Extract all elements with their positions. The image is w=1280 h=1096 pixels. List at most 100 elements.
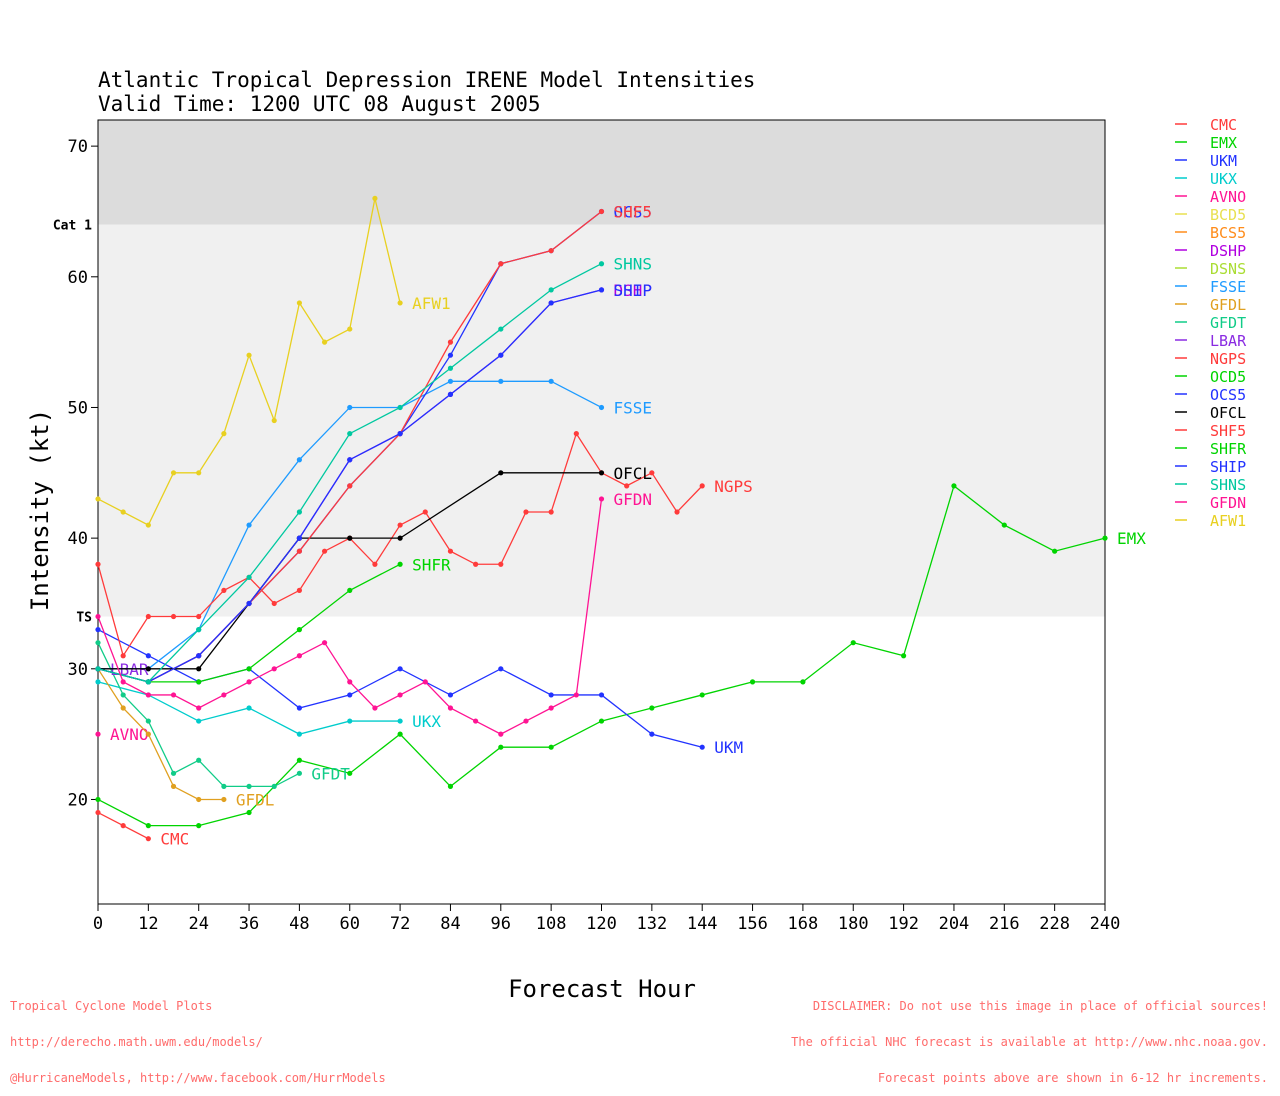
footer-credit-line[interactable]: @HurricaneModels, http://www.facebook.co…: [10, 1071, 386, 1085]
legend-label: CMC: [1210, 116, 1237, 134]
x-tick-label: 84: [440, 914, 460, 934]
data-point: [498, 744, 504, 750]
data-point: [699, 483, 705, 489]
footer-disclaimer-line: The official NHC forecast is available a…: [791, 1035, 1268, 1049]
data-point: [347, 326, 353, 332]
footer-credit-line: Tropical Cyclone Model Plots: [10, 999, 213, 1013]
threshold-label: TS: [76, 611, 92, 626]
legend-label: OCS5: [1210, 386, 1246, 404]
data-point: [170, 470, 177, 476]
data-point: [598, 287, 605, 293]
series-end-label: FSSE: [614, 398, 653, 417]
axes: 0 12 24 36 48 60 72 84 96 108 120 132 144 156 168 180 19…: [68, 119, 1121, 934]
x-tick-label: 132: [636, 914, 667, 934]
x-tick-label: 0: [93, 914, 103, 934]
legend-label: LBAR: [1210, 332, 1247, 350]
legend-label: SHIP: [1210, 458, 1246, 476]
data-point: [120, 692, 126, 698]
x-tick-label: 12: [138, 914, 158, 934]
data-point: [120, 705, 126, 711]
data-point: [699, 692, 705, 698]
data-point: [372, 195, 378, 201]
data-point: [397, 404, 403, 411]
series-end-label: OCS5: [614, 202, 653, 221]
footer-credit-line[interactable]: http://derecho.math.uwm.edu/models/: [10, 1035, 263, 1049]
intensity-band: [98, 224, 1105, 617]
data-point: [447, 783, 454, 790]
series-end-label: SHF5: [614, 202, 653, 221]
data-point: [598, 718, 605, 724]
intensity-bands: [98, 120, 1105, 617]
data-point: [447, 391, 454, 397]
data-point: [321, 339, 328, 345]
data-point: [649, 731, 655, 737]
series-end-label: OFCL: [614, 464, 653, 483]
data-point: [196, 666, 202, 672]
data-point: [246, 809, 252, 816]
data-point: [347, 431, 353, 437]
legend-label: UKX: [1210, 170, 1237, 188]
data-point: [598, 261, 605, 267]
footer-disclaimer-line: DISCLAIMER: Do not use this image in pla…: [812, 999, 1268, 1013]
series-afw1: AFW1: [95, 195, 451, 528]
data-point: [397, 431, 403, 437]
x-tick-label: 108: [536, 914, 567, 934]
x-tick-label: 48: [289, 914, 309, 934]
data-point: [523, 718, 529, 724]
series-end-label: UKX: [412, 712, 441, 731]
y-tick-label: 50: [68, 398, 88, 418]
data-point: [548, 705, 554, 711]
data-point: [221, 796, 227, 803]
data-point: [473, 561, 479, 567]
data-point: [598, 470, 605, 476]
legend-label: BCD5: [1210, 206, 1246, 224]
legend-label: SHFR: [1210, 440, 1247, 458]
model-series: CMCEMXUKMUKXAVNODSHPFSSEGFDLGFDTLBARNGPS…: [95, 195, 1146, 849]
x-tick-label: 144: [687, 914, 718, 934]
y-tick-label: 70: [68, 137, 88, 157]
data-point: [221, 587, 227, 594]
data-point: [347, 587, 353, 594]
data-point: [95, 796, 101, 803]
data-point: [397, 522, 403, 528]
footer-credits: Tropical Cyclone Model Plots http://dere…: [10, 976, 386, 1096]
data-point: [397, 731, 403, 737]
data-point: [347, 483, 353, 489]
data-point: [850, 640, 856, 646]
x-tick-label: 36: [239, 914, 259, 934]
data-point: [422, 509, 428, 515]
series-avno: AVNO: [95, 725, 149, 744]
x-tick-label: 240: [1090, 914, 1121, 934]
data-point: [196, 613, 202, 620]
data-point: [296, 705, 302, 711]
data-point: [145, 666, 151, 672]
data-point: [120, 823, 126, 829]
legend-label: SHF5: [1210, 422, 1246, 440]
y-axis-label: Intensity (kt): [26, 409, 54, 611]
data-point: [598, 692, 605, 698]
data-point: [347, 692, 353, 698]
data-point: [649, 470, 655, 476]
data-point: [699, 744, 705, 750]
data-point: [246, 522, 252, 528]
legend-label: OFCL: [1210, 404, 1246, 422]
data-point: [397, 692, 403, 698]
data-point: [573, 431, 579, 437]
legend-label: EMX: [1210, 134, 1237, 152]
data-point: [447, 339, 454, 345]
data-point: [498, 326, 504, 332]
x-tick-label: 204: [939, 914, 970, 934]
data-point: [1001, 522, 1007, 528]
data-point: [221, 692, 227, 698]
data-point: [447, 365, 454, 371]
data-point: [548, 692, 554, 698]
legend-label: FSSE: [1210, 278, 1246, 296]
data-point: [548, 378, 554, 384]
data-point: [347, 404, 353, 411]
footer-disclaimer-line: Forecast points above are shown in 6-12 …: [877, 1071, 1268, 1085]
data-point: [498, 666, 504, 672]
data-point: [498, 731, 504, 737]
data-point: [447, 352, 454, 358]
x-axis-label: Forecast Hour: [508, 975, 696, 1003]
series-end-label: SHNS: [614, 255, 653, 274]
